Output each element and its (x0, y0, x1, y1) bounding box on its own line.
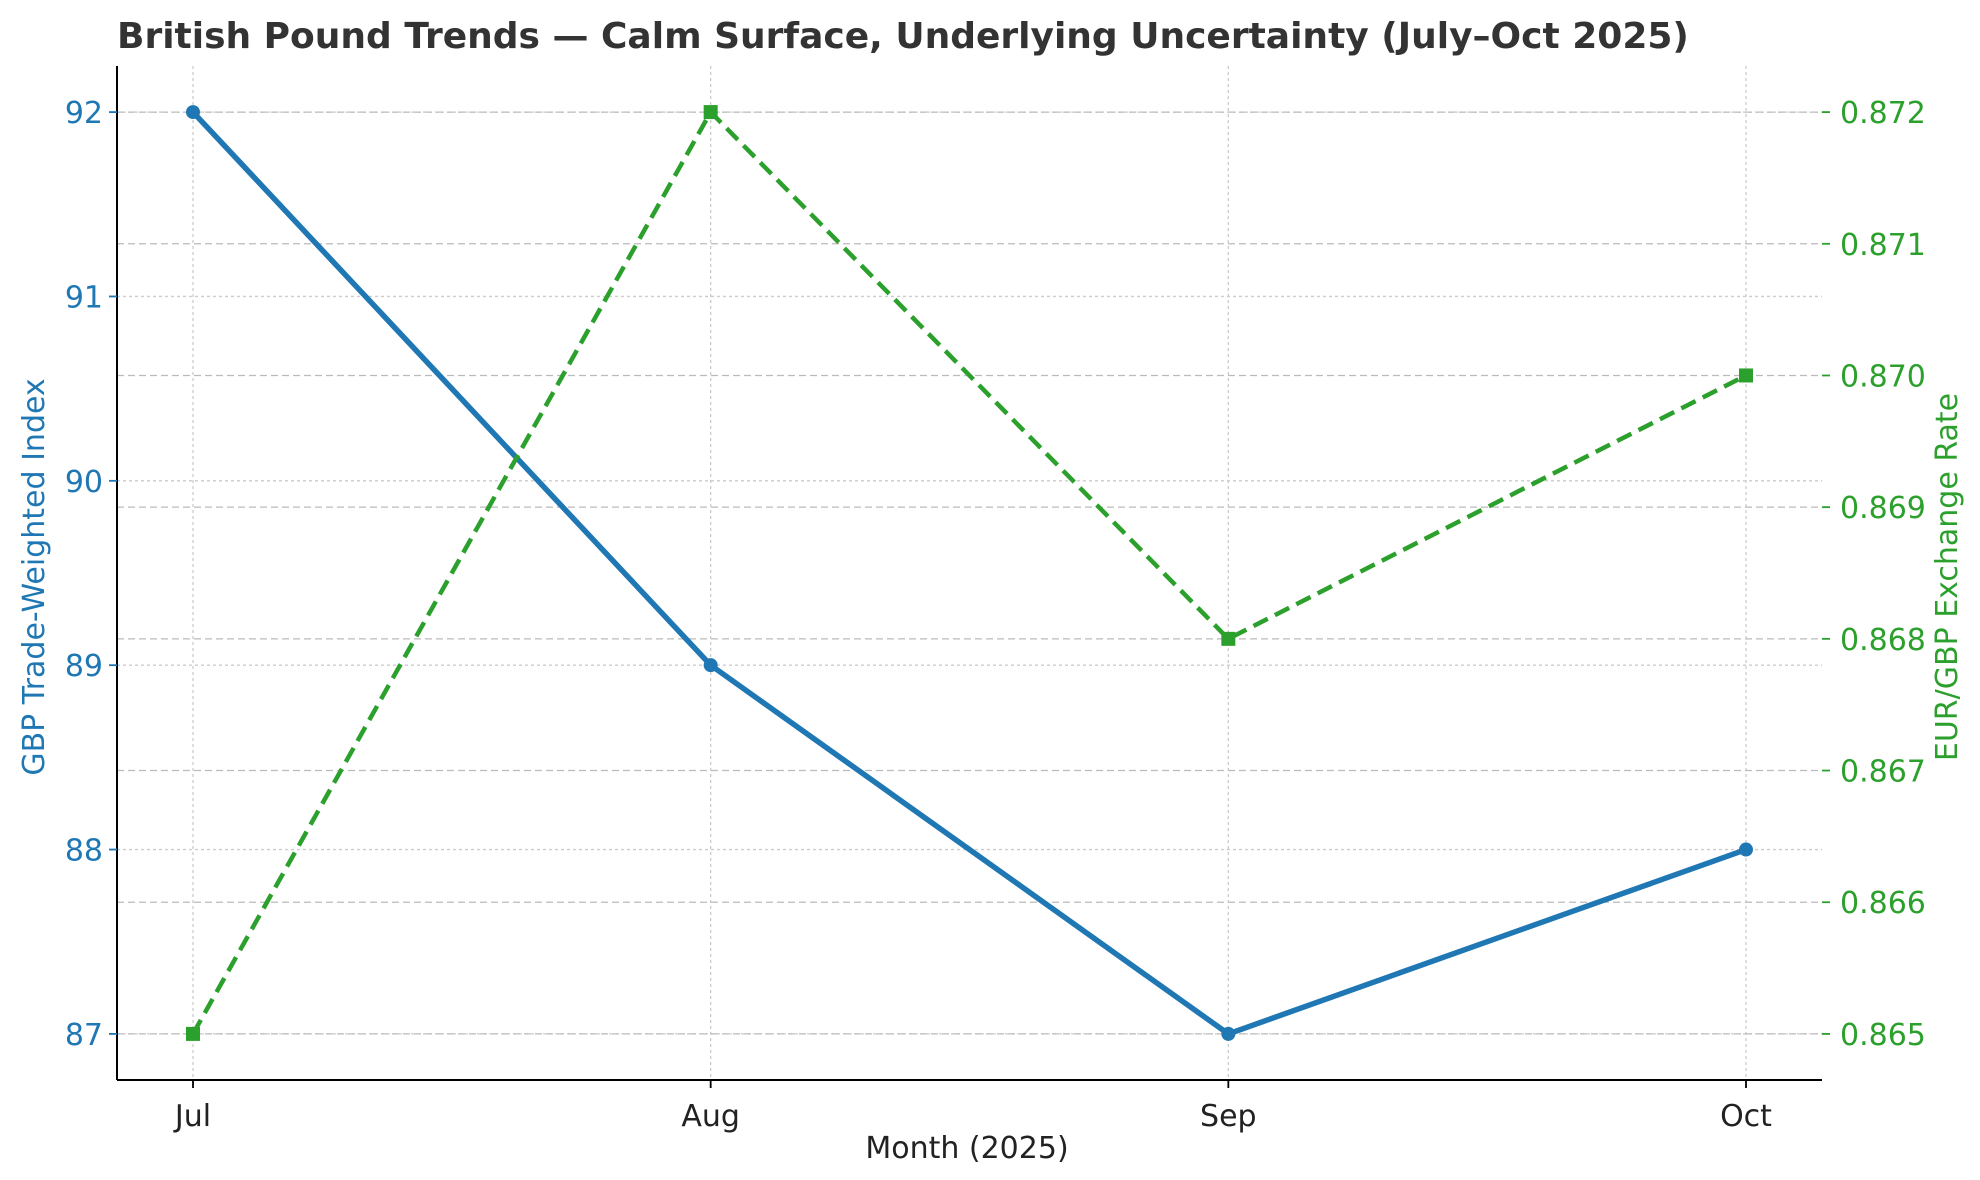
grid-lines (117, 66, 1822, 1080)
right-tick-label: 0.870 (1840, 359, 1926, 394)
right-tick-label: 0.869 (1840, 491, 1926, 526)
x-tick-label: Aug (681, 1099, 740, 1134)
left-y-axis-label: GBP Trade-Weighted Index (17, 378, 52, 775)
chart-title: British Pound Trends — Calm Surface, Und… (117, 16, 1689, 57)
right-y-axis-label: EUR/GBP Exchange Rate (1930, 393, 1965, 761)
right-tick-label: 0.871 (1840, 228, 1926, 263)
left-tick-label: 90 (65, 465, 103, 500)
left-tick-label: 92 (65, 96, 103, 131)
left-tick-label: 88 (65, 834, 103, 869)
x-tick-label: Jul (173, 1099, 211, 1134)
left-tick-label: 89 (65, 649, 103, 684)
right-tick-label: 0.865 (1840, 1018, 1926, 1053)
right-tick-label: 0.866 (1840, 886, 1926, 921)
right-tick-label: 0.868 (1840, 623, 1926, 658)
gbp-index-series (186, 105, 1753, 1041)
data-point (186, 105, 200, 120)
axes: 87 88 89 90 91 92 0.865 0.866 0.867 0.868 0.869 0.8… (65, 66, 1926, 1134)
data-series (186, 105, 1753, 1041)
eur-gbp-series (186, 105, 1753, 1041)
x-tick-label: Oct (1720, 1099, 1772, 1134)
data-point (1739, 368, 1753, 383)
data-point (703, 105, 718, 120)
series-line (190, 110, 1747, 1037)
left-tick-label: 87 (65, 1018, 103, 1053)
data-point (186, 1026, 200, 1041)
series-line (191, 109, 1748, 1036)
data-point (1221, 1026, 1236, 1041)
right-tick-label: 0.867 (1840, 755, 1926, 790)
x-tick-label: Sep (1200, 1099, 1257, 1134)
data-point (1739, 842, 1753, 857)
left-tick-label: 91 (65, 280, 103, 315)
data-point (703, 658, 718, 673)
right-tick-label: 0.872 (1840, 96, 1926, 131)
x-axis-label: Month (2025) (865, 1131, 1068, 1166)
data-point (1221, 631, 1236, 646)
